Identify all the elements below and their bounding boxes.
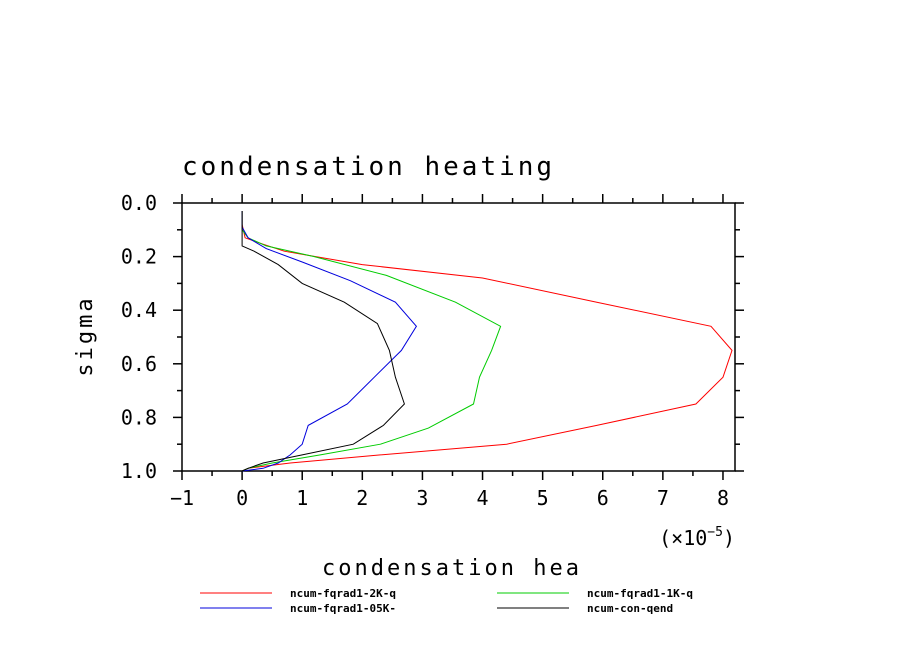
legend-label: ncum-con-qend xyxy=(587,602,673,615)
x-tick-label: 3 xyxy=(416,486,428,510)
x-tick-label: 0 xyxy=(236,486,248,510)
series-line xyxy=(241,211,733,472)
x-multiplier-label: (×10−5) xyxy=(659,525,735,550)
x-tick-label: 6 xyxy=(597,486,609,510)
x-tick-label: 5 xyxy=(537,486,549,510)
x-tick-label: 1 xyxy=(296,486,308,510)
series-line xyxy=(241,211,502,472)
y-tick-label: 0.6 xyxy=(121,352,157,376)
legend-label: ncum-fqrad1-05K- xyxy=(290,602,396,615)
y-tick-label: 0.8 xyxy=(121,405,157,429)
x-axis-label: condensation hea xyxy=(322,556,582,581)
x-tick-label: 7 xyxy=(657,486,669,510)
series-line xyxy=(241,211,405,472)
y-tick-label: 0.4 xyxy=(121,298,157,322)
legend-label: ncum-fqrad1-1K-q xyxy=(587,587,693,600)
x-tick-label: −1 xyxy=(170,486,194,510)
plot-frame xyxy=(181,202,736,472)
y-tick-label: 0.0 xyxy=(121,191,157,215)
legend-label: ncum-fqrad1-2K-q xyxy=(290,587,396,600)
chart-title: condensation heating xyxy=(182,152,555,182)
series-line xyxy=(241,211,418,472)
x-tick-label: 4 xyxy=(477,486,489,510)
y-tick-label: 0.2 xyxy=(121,245,157,269)
x-tick-label: 2 xyxy=(356,486,368,510)
y-axis-label: sigma xyxy=(73,295,98,376)
y-tick-label: 1.0 xyxy=(121,459,157,483)
x-tick-label: 8 xyxy=(717,486,729,510)
